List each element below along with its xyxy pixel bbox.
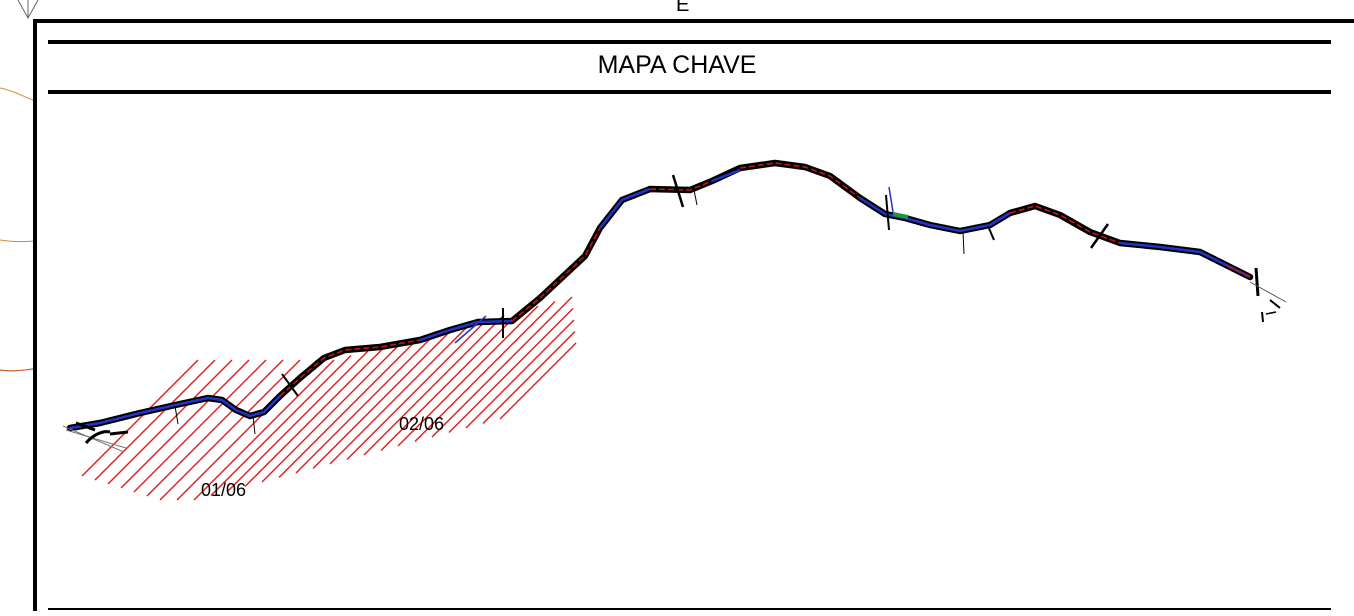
page-title: MAPA CHAVE <box>597 51 757 79</box>
hatch-line <box>414 301 556 442</box>
station-tick <box>174 405 179 425</box>
sheet-label-01-06[interactable]: 01/06 <box>201 480 247 500</box>
station-tick <box>252 415 256 435</box>
interchange-ramp <box>1249 281 1287 303</box>
hatch-line <box>278 337 420 478</box>
hatch-line <box>94 359 216 481</box>
hatch-line <box>244 346 386 487</box>
route-green-segment <box>892 212 909 219</box>
hatch-line <box>81 359 199 477</box>
hatch-line <box>133 359 267 493</box>
interchange-ramp <box>109 430 129 436</box>
hatch-line <box>120 359 250 489</box>
sheet-label-02-06[interactable]: 02/06 <box>399 414 445 434</box>
hatch-line <box>363 314 505 456</box>
hatch-line <box>210 355 352 496</box>
hatch-line <box>465 319 575 429</box>
station-marker <box>885 194 890 231</box>
station-marker <box>987 225 995 241</box>
hatch-line <box>448 308 574 433</box>
interchange-ramp <box>84 430 111 445</box>
hatch-line <box>499 342 577 420</box>
interchange-ramp <box>75 421 96 432</box>
station-marker <box>1089 223 1110 249</box>
contour-line-3 <box>0 368 34 372</box>
hatch-line <box>482 331 576 424</box>
station-markers <box>174 174 1110 435</box>
hatch-line <box>146 359 284 497</box>
station-marker <box>671 174 685 208</box>
hatch-line <box>193 359 335 501</box>
route-red-dashes <box>279 162 1251 397</box>
interchange-ramp <box>62 425 125 453</box>
hatch-line <box>431 296 573 438</box>
station-tick <box>962 231 965 255</box>
interchange-ramp <box>1254 267 1260 297</box>
hatch-line <box>261 341 403 483</box>
interchange-ramp <box>1269 299 1281 309</box>
contour-line-2 <box>0 239 34 243</box>
station-tick <box>693 189 698 206</box>
interchange-ramp <box>1261 311 1264 323</box>
hatch-line <box>295 332 437 474</box>
hatch-line <box>159 359 301 501</box>
station-marker <box>281 373 299 397</box>
route-blue-spur <box>454 315 487 344</box>
hatch-line <box>312 328 454 469</box>
east-end-interchange <box>1249 267 1287 323</box>
hatch-line <box>397 305 539 447</box>
hatch-line <box>380 310 522 451</box>
top-frame-letter: E <box>676 0 690 16</box>
road-route <box>66 159 1254 432</box>
hatch-line <box>329 323 471 465</box>
contour-line-1 <box>0 87 34 101</box>
interchange-ramp <box>65 429 127 449</box>
route-blue-spur-2 <box>888 186 894 213</box>
route-outline <box>66 159 1254 432</box>
hatch-line <box>346 319 488 460</box>
interchange-ramp <box>1265 311 1277 315</box>
sheet-hatch-area <box>81 296 577 501</box>
hatch-line <box>107 359 233 485</box>
hatch-line <box>227 350 369 492</box>
route-blue-lane <box>69 168 1251 430</box>
west-end-interchange <box>62 421 129 453</box>
